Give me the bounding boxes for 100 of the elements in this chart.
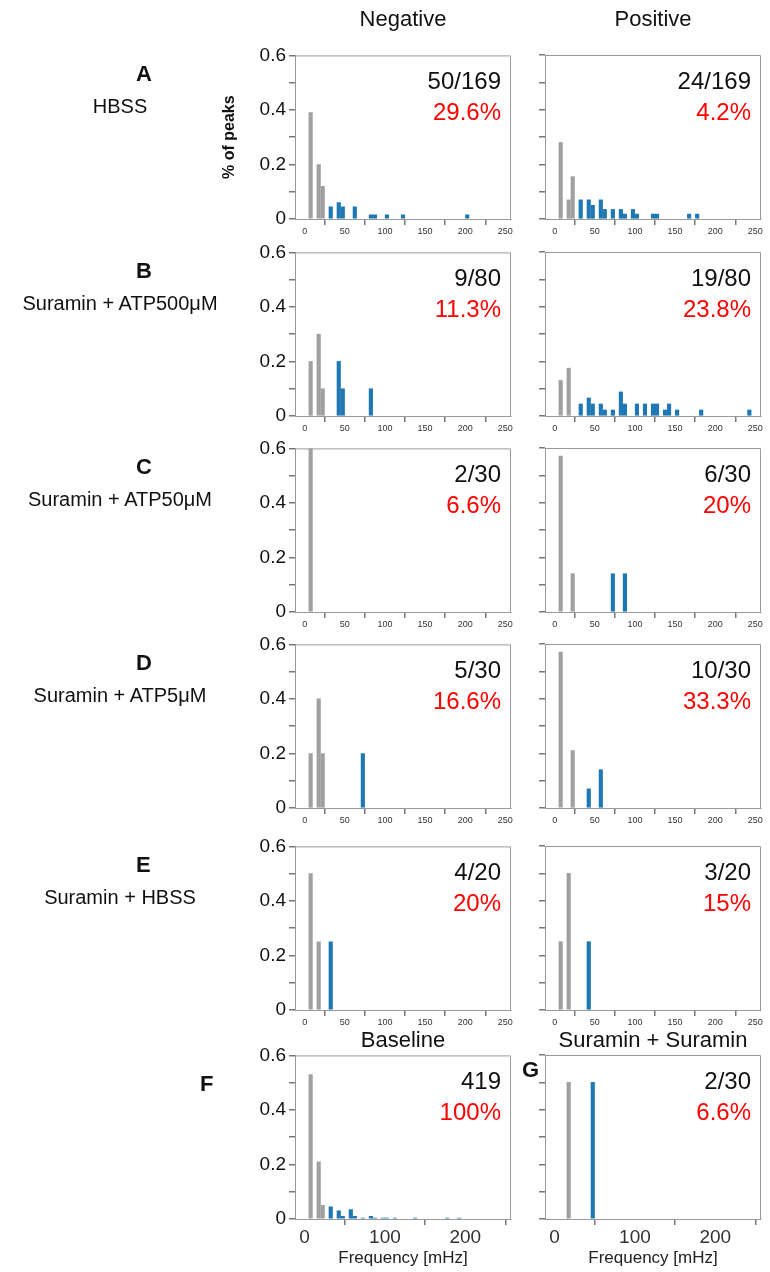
x-tick-label: 0 bbox=[302, 1016, 308, 1027]
x-tick-label: 150 bbox=[417, 225, 433, 236]
x-tick-label: 200 bbox=[707, 225, 723, 236]
y-tick-label: 0.2 bbox=[259, 152, 286, 174]
x-tick-label: 100 bbox=[627, 225, 643, 236]
y-tick-label: 0.4 bbox=[259, 1098, 287, 1120]
bar bbox=[618, 391, 623, 416]
x-tick-label: 100 bbox=[627, 422, 643, 433]
y-tick-label: 0.6 bbox=[259, 632, 286, 654]
x-tick-label: 200 bbox=[707, 422, 723, 433]
x-tick-label: 250 bbox=[497, 1016, 513, 1027]
bar bbox=[384, 214, 390, 219]
y-tick-label: 0.6 bbox=[259, 1043, 286, 1065]
x-tick-label: 250 bbox=[747, 422, 763, 433]
y-tick-label: 0.2 bbox=[259, 349, 286, 371]
x-tick-label: 50 bbox=[339, 618, 350, 629]
x-tick-label: 150 bbox=[417, 422, 433, 433]
chart-title: Baseline bbox=[360, 1027, 446, 1052]
x-tick-label: 0 bbox=[552, 422, 558, 433]
bar bbox=[634, 403, 640, 416]
annotation: 2/30 bbox=[453, 459, 501, 489]
bar bbox=[610, 409, 615, 416]
bar bbox=[622, 213, 627, 219]
annotation: 3/20 bbox=[703, 857, 751, 887]
y-tick-label: 0.6 bbox=[259, 240, 286, 262]
x-tick-label: 200 bbox=[457, 422, 473, 433]
text: Suramin + ATP500μM bbox=[21, 292, 219, 315]
x-tick-label: 250 bbox=[747, 225, 763, 236]
x-tick-label: 0 bbox=[302, 618, 308, 629]
chart-title: Negative bbox=[358, 6, 448, 32]
x-tick-label: 50 bbox=[589, 422, 600, 433]
bar bbox=[634, 213, 640, 219]
chart-subtitle: D bbox=[136, 650, 152, 676]
bar bbox=[328, 206, 333, 219]
x-tick-label: 100 bbox=[377, 422, 393, 433]
text: Suramin + HBSS bbox=[43, 886, 197, 909]
y-axis-title: % of peaks bbox=[220, 95, 238, 179]
annotation: 16.6% bbox=[431, 686, 501, 716]
x-tick-label: 200 bbox=[457, 1016, 473, 1027]
annotation: 23.8% bbox=[681, 294, 751, 324]
annotation: 100% bbox=[438, 1097, 501, 1127]
annotation: 2/30 bbox=[703, 1066, 751, 1096]
bar bbox=[695, 213, 700, 219]
chart-subtitle: E bbox=[136, 852, 151, 878]
bar bbox=[368, 214, 373, 219]
x-tick-label: 200 bbox=[457, 618, 473, 629]
text: HBSS bbox=[92, 95, 148, 117]
x-tick-label: 100 bbox=[627, 1016, 643, 1027]
x-tick-label: 0 bbox=[302, 225, 308, 236]
text: Suramin + ATP5μM bbox=[32, 684, 208, 707]
bar bbox=[630, 209, 636, 219]
x-tick-label: 250 bbox=[497, 225, 513, 236]
chart-title: Positive bbox=[613, 6, 693, 32]
chart-subtitle: G bbox=[522, 1057, 540, 1083]
x-tick-label: 150 bbox=[667, 225, 683, 236]
x-tick-label: 0 bbox=[552, 618, 558, 629]
x-tick-label: 200 bbox=[457, 225, 473, 236]
x-tick-label: 50 bbox=[589, 814, 600, 825]
bar bbox=[336, 1210, 341, 1219]
bar bbox=[654, 403, 660, 416]
x-axis-title: Frequency [mHz] bbox=[588, 1248, 718, 1268]
x-tick-label: 200 bbox=[449, 1225, 482, 1247]
bar bbox=[586, 788, 591, 808]
bar bbox=[675, 409, 680, 416]
annotation: 5/30 bbox=[453, 655, 501, 685]
x-tick-label: 250 bbox=[497, 422, 513, 433]
x-tick-label: 50 bbox=[589, 225, 600, 236]
x-tick-label: 0 bbox=[302, 422, 308, 433]
x-tick-label: 100 bbox=[619, 1225, 651, 1247]
annotation: 6.6% bbox=[695, 1097, 751, 1127]
annotation: 29.6% bbox=[431, 97, 501, 127]
x-tick-label: 50 bbox=[339, 422, 350, 433]
x-tick-label: 100 bbox=[377, 814, 393, 825]
y-tick-label: 0.6 bbox=[259, 834, 286, 856]
annotation: 33.3% bbox=[681, 686, 751, 716]
annotation: 9/80 bbox=[453, 263, 501, 293]
y-tick-label: 0.6 bbox=[259, 43, 286, 65]
chart-subtitle: A bbox=[136, 61, 152, 87]
annotation: 15% bbox=[701, 888, 751, 918]
bar bbox=[372, 214, 377, 219]
y-tick-label: 0.4 bbox=[259, 98, 287, 120]
x-tick-label: 200 bbox=[707, 1016, 723, 1027]
bar bbox=[578, 403, 583, 416]
text: Suramin + ATP50μM bbox=[27, 488, 213, 511]
bar bbox=[352, 206, 357, 219]
y-tick-label: 0.6 bbox=[259, 436, 286, 458]
x-axis-title: Frequency [mHz] bbox=[338, 1248, 468, 1268]
bar bbox=[586, 199, 591, 219]
x-tick-label: 250 bbox=[497, 618, 513, 629]
annotation: 6/30 bbox=[703, 459, 751, 489]
x-tick-label: 50 bbox=[339, 225, 350, 236]
y-tick-label: 0.4 bbox=[259, 295, 287, 317]
bar bbox=[650, 403, 656, 416]
bar bbox=[348, 1209, 353, 1219]
y-tick-label: 0.4 bbox=[259, 491, 287, 513]
bar bbox=[336, 361, 341, 416]
x-tick-label: 50 bbox=[339, 814, 350, 825]
bar bbox=[650, 213, 656, 219]
bar bbox=[747, 409, 752, 416]
bar bbox=[336, 202, 341, 219]
